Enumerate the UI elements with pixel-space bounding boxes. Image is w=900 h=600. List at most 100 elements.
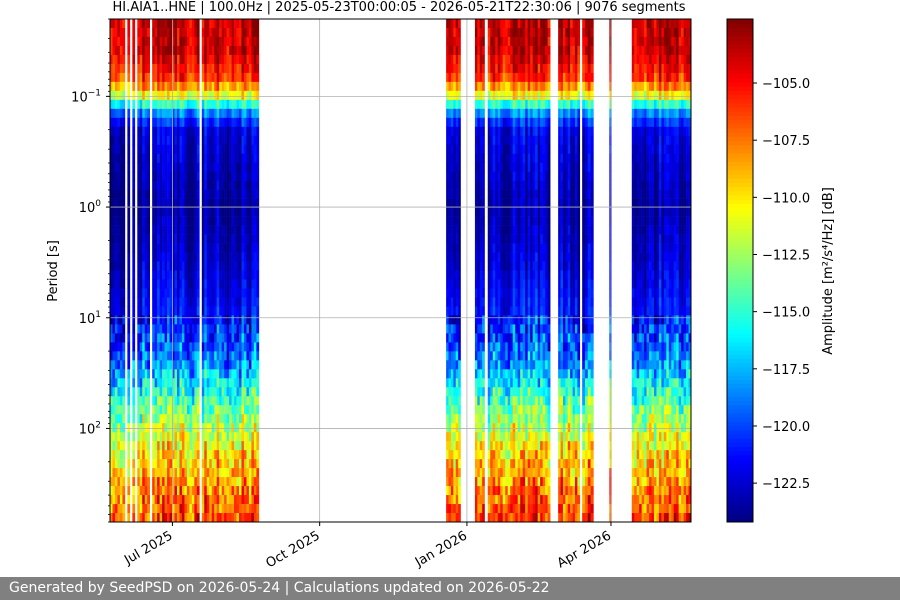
heatmap-cell [234, 108, 237, 119]
heatmap-cell [221, 468, 225, 478]
heatmap-cell [517, 495, 521, 505]
heatmap-cell [159, 450, 163, 460]
heatmap-cell [448, 342, 452, 352]
heatmap-cell [206, 504, 210, 514]
heatmap-cell [246, 81, 250, 92]
heatmap-cell [144, 369, 148, 379]
heatmap-cell [226, 270, 230, 280]
heatmap-cell [226, 216, 230, 226]
heatmap-cell [181, 225, 185, 235]
heatmap-cell [455, 198, 459, 208]
heatmap-cell [119, 225, 123, 235]
heatmap-cell [502, 342, 506, 352]
heatmap-cell [154, 423, 158, 433]
heatmap-cell [530, 297, 533, 307]
heatmap-cell [221, 261, 225, 271]
heatmap-cell [239, 261, 242, 271]
heatmap-cell [490, 180, 494, 190]
heatmap-cell [487, 378, 491, 388]
heatmap-cell [239, 54, 242, 65]
heatmap-cell [236, 81, 240, 92]
heatmap-cell [542, 261, 546, 271]
heatmap-cell [172, 504, 175, 514]
heatmap-cell [542, 117, 546, 128]
heatmap-cell [500, 405, 504, 415]
heatmap-cell [184, 315, 188, 325]
heatmap-cell [147, 153, 150, 164]
heatmap-cell [479, 342, 483, 352]
heatmap-cell [510, 504, 513, 514]
heatmap-cell [132, 450, 136, 460]
heatmap-cell [448, 459, 452, 469]
heatmap-cell [196, 63, 200, 74]
heatmap-cell [502, 414, 506, 424]
heatmap-cell [162, 441, 165, 451]
heatmap-cell [152, 90, 155, 101]
heatmap-cell [246, 270, 250, 280]
heatmap-cell [196, 207, 200, 217]
heatmap-cell [206, 432, 210, 442]
heatmap-cell [162, 405, 165, 415]
heatmap-cell [167, 441, 170, 451]
heatmap-cell [243, 378, 247, 388]
heatmap-cell [204, 270, 208, 280]
heatmap-cell [487, 198, 491, 208]
heatmap-cell [191, 333, 195, 343]
heatmap-cell [497, 324, 501, 334]
heatmap-cell [450, 45, 454, 56]
heatmap-cell [540, 414, 543, 424]
heatmap-cell [239, 324, 242, 334]
heatmap-cell [540, 19, 543, 29]
heatmap-cell [196, 19, 200, 29]
heatmap-cell [184, 360, 188, 370]
heatmap-cell [206, 288, 210, 298]
heatmap-cell [474, 153, 478, 164]
heatmap-cell [537, 19, 541, 29]
heatmap-cell [474, 19, 478, 29]
heatmap-cell [112, 153, 116, 164]
heatmap-cell [204, 108, 208, 119]
heatmap-cell [152, 153, 155, 164]
heatmap-cell [226, 117, 230, 128]
heatmap-cell [446, 144, 449, 155]
heatmap-cell [132, 306, 136, 316]
heatmap-cell [179, 279, 183, 289]
heatmap-cell [122, 225, 126, 235]
heatmap-cell [191, 198, 195, 208]
heatmap-cell [450, 477, 454, 487]
heatmap-cell [224, 243, 227, 253]
heatmap-cell [179, 477, 183, 487]
heatmap-cell [226, 477, 230, 487]
heatmap-cell [142, 378, 146, 388]
heatmap-cell [226, 72, 230, 83]
heatmap-cell [164, 162, 168, 172]
heatmap-cell [453, 441, 457, 451]
heatmap-cell [512, 405, 516, 415]
heatmap-cell [137, 225, 141, 235]
heatmap-cell [530, 306, 533, 316]
heatmap-cell [164, 351, 168, 361]
heatmap-cell [226, 81, 230, 92]
heatmap-cell [515, 252, 518, 262]
heatmap-cell [122, 198, 126, 208]
heatmap-cell [540, 261, 543, 271]
heatmap-cell [181, 108, 185, 119]
heatmap-cell [224, 108, 227, 119]
heatmap-cell [137, 180, 141, 190]
heatmap-cell [167, 189, 170, 199]
heatmap-cell [206, 450, 210, 460]
heatmap-cell [162, 207, 165, 217]
heatmap-cell [181, 207, 185, 217]
heatmap-cell [209, 90, 213, 101]
heatmap-cell [127, 441, 131, 451]
heatmap-cell [204, 324, 208, 334]
heatmap-cell [162, 90, 165, 101]
heatmap-cell [132, 36, 136, 47]
heatmap-cell [246, 486, 250, 496]
heatmap-cell [229, 279, 232, 289]
heatmap-cell [159, 288, 163, 298]
heatmap-cell [535, 468, 538, 478]
heatmap-cell [216, 405, 220, 415]
heatmap-cell [172, 19, 175, 29]
heatmap-cell [487, 216, 491, 226]
